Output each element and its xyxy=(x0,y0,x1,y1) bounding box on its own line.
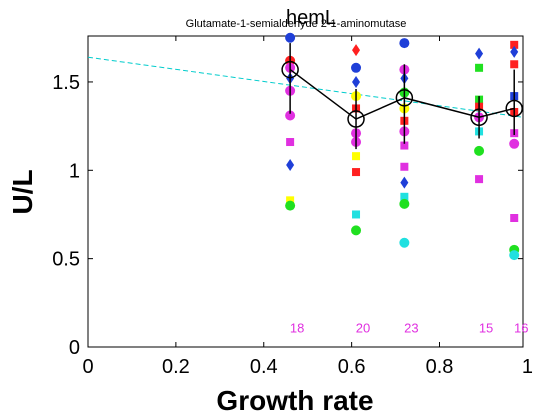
count-label-layer: 18 20 23 15 16 xyxy=(290,321,529,336)
chart-title: hemL xyxy=(286,7,336,29)
y-tick-label: 0.5 xyxy=(52,249,80,271)
data-point-4-7 xyxy=(510,214,519,223)
data-point-1-10 xyxy=(351,225,362,236)
data-point-3-0 xyxy=(475,47,484,60)
data-point-3-1 xyxy=(475,63,484,72)
data-point-2-12 xyxy=(399,237,410,248)
data-point-2-11 xyxy=(399,198,410,209)
x-axis-label: Growth rate xyxy=(216,385,373,416)
y-tick-label: 1.5 xyxy=(52,72,80,94)
x-tick-label: 0.8 xyxy=(426,356,454,378)
mean-marker-3 xyxy=(470,108,488,127)
x-tick-label: 0.4 xyxy=(250,356,278,378)
x-tick-label: 0.2 xyxy=(162,356,190,378)
data-point-2-7 xyxy=(400,141,409,150)
count-label-4: 16 xyxy=(514,321,528,336)
data-point-1-7 xyxy=(352,152,361,161)
trend-line xyxy=(87,56,524,118)
data-point-2-8 xyxy=(400,162,409,171)
x-tick-label: 0.6 xyxy=(338,356,366,378)
data-point-1-9 xyxy=(352,210,361,219)
count-label-3: 15 xyxy=(479,321,493,336)
chart-subtitle: Glutamate-1-semialdehyde 2-1-aminomutase xyxy=(186,18,407,30)
data-point-4-0 xyxy=(510,40,519,49)
count-label-2: 23 xyxy=(404,321,418,336)
y-axis-label: U/L xyxy=(7,169,38,214)
data-point-0-6 xyxy=(286,138,295,147)
data-point-4-1 xyxy=(510,45,519,58)
mean-marker-2 xyxy=(395,89,414,107)
data-point-1-8 xyxy=(352,168,361,177)
data-point-3-7 xyxy=(475,175,484,184)
mean-marker-4 xyxy=(505,99,523,118)
fit-line-layer xyxy=(87,56,524,118)
data-point-2-0 xyxy=(399,38,410,49)
y-axis-ticks: 0 0.5 1 1.5 xyxy=(52,72,523,359)
mean-marker-0 xyxy=(281,60,299,79)
data-point-1-0 xyxy=(352,44,361,57)
x-axis-ticks: 0 0.2 0.4 0.6 0.8 1 xyxy=(82,36,533,378)
data-point-1-1 xyxy=(351,62,362,73)
mean-line xyxy=(289,68,515,120)
count-label-1: 20 xyxy=(356,321,370,336)
mean-marker-1 xyxy=(347,110,365,128)
x-tick-label: 0 xyxy=(82,356,93,378)
y-tick-label: 1 xyxy=(69,160,80,182)
data-point-0-9 xyxy=(285,200,296,211)
y-tick-label: 0 xyxy=(69,337,80,359)
mean-layer xyxy=(281,60,523,128)
data-point-4-2 xyxy=(510,60,519,69)
count-label-0: 18 xyxy=(290,321,304,336)
data-point-0-0 xyxy=(285,32,296,43)
data-point-0-7 xyxy=(286,158,295,171)
plot-area xyxy=(87,35,524,348)
data-point-4-9 xyxy=(509,250,520,261)
data-point-2-10 xyxy=(400,192,409,201)
x-tick-label: 1 xyxy=(522,356,533,378)
data-point-0-8 xyxy=(286,196,295,205)
data-point-1-2 xyxy=(352,75,361,88)
data-point-2-9 xyxy=(400,176,409,189)
data-point-0-5 xyxy=(285,110,296,121)
data-point-3-6 xyxy=(474,145,485,156)
data-point-4-6 xyxy=(509,138,520,149)
